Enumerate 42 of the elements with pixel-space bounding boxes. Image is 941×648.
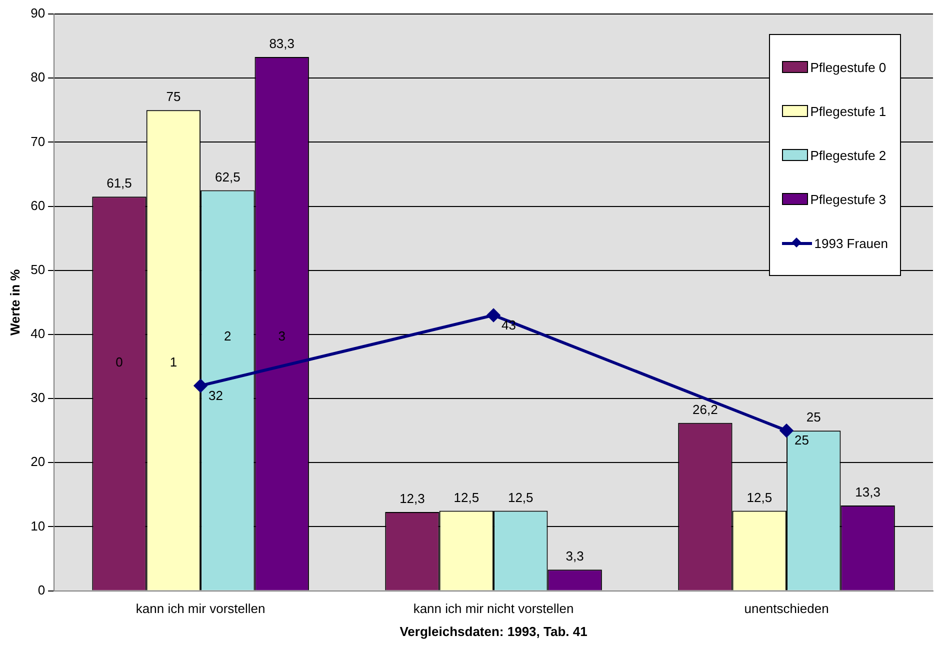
data-label: 61,5 [106, 176, 132, 191]
data-label: 26,2 [692, 402, 718, 417]
data-label: 12,5 [508, 490, 534, 505]
data-label: 32 [208, 388, 224, 403]
data-label: 83,3 [269, 36, 295, 52]
y-tick-label: 30 [30, 390, 46, 406]
data-label: 13,3 [855, 484, 880, 500]
y-tick-label: 50 [30, 262, 46, 277]
point [487, 308, 500, 322]
legend-label: Pflegestufe 1 [810, 104, 886, 118]
y-tick-label: 90 [30, 6, 46, 21]
point [780, 424, 794, 438]
data-label: 3,3 [566, 548, 584, 564]
y-tick-label: 80 [30, 70, 46, 85]
legend-label: Pflegestufe 3 [810, 192, 886, 206]
x-tick-label: kann ich mir vorstellen [136, 601, 266, 616]
x-axis-title: Vergleichsdaten: 1993, Tab. 41 [400, 624, 588, 639]
data-label: 75 [166, 89, 181, 104]
data-label: 43 [502, 317, 516, 332]
y-tick-label: 20 [30, 454, 46, 470]
annotation: 2 [224, 328, 232, 344]
y-tick-label: 40 [30, 326, 46, 342]
x-tick-label: unentschieden [744, 601, 829, 616]
point [194, 379, 208, 392]
annotation: 3 [278, 328, 286, 344]
legend-label: Pflegestufe 0 [810, 60, 886, 74]
legend-label: 1993 Frauen [814, 236, 888, 250]
data-label: 25 [806, 410, 821, 425]
data-label: 25 [794, 432, 809, 448]
legend-label: Pflegestufe 2 [810, 148, 886, 162]
data-label: 12,3 [400, 491, 425, 506]
y-tick-label: 70 [30, 134, 46, 149]
annotation: 0 [116, 354, 123, 370]
data-label: 12,5 [746, 490, 772, 505]
annotation: 1 [170, 354, 178, 370]
data-label: 62,5 [214, 169, 240, 184]
y-tick-label: 10 [30, 518, 46, 534]
y-axis-title: Werte in % [7, 268, 22, 336]
data-label: 12,5 [454, 490, 480, 505]
y-tick-label: 60 [30, 198, 46, 213]
y-tick-label: 0 [38, 582, 46, 598]
x-tick-label: kann ich mir nicht vorstellen [413, 601, 574, 616]
